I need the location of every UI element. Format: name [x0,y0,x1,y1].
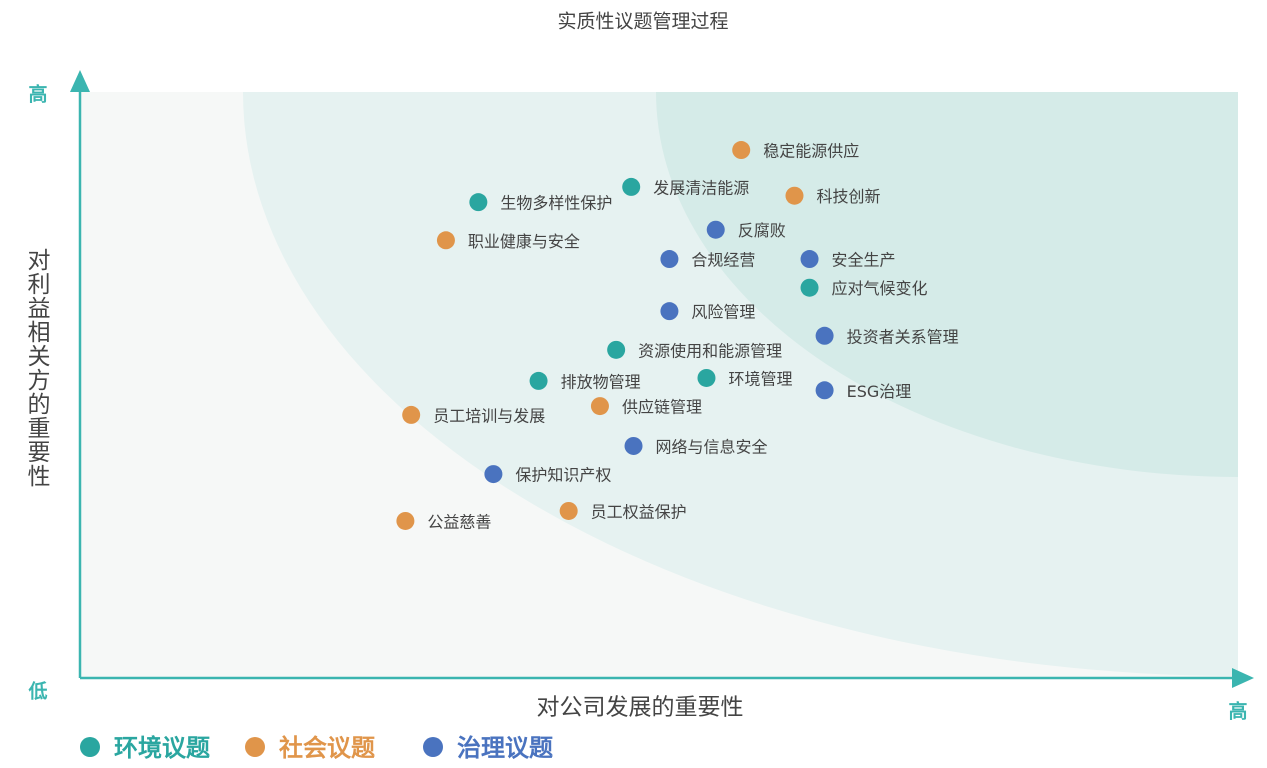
point [484,465,503,484]
legend-label: 社会议题 [279,734,375,762]
point-label: 保护知识产权 [515,466,611,485]
point-label: 员工权益保护 [591,502,687,521]
y-arrow [70,70,90,92]
y-tick-label: 低 [27,680,47,703]
point [402,405,421,424]
legend-label: 环境议题 [114,734,210,762]
point [800,278,819,297]
y-axis-label: 对利益相关方的重要性 [23,248,51,488]
y-tick-label: 高 [28,83,47,106]
point [697,368,716,387]
point [815,381,834,400]
point-label: 员工培训与发展 [433,406,545,425]
x-tick-label: 高 [1228,700,1247,723]
point [436,231,455,250]
point [607,340,626,359]
point [396,511,415,530]
point [732,141,751,160]
point [529,371,548,390]
point-label: 职业健康与安全 [468,232,580,251]
chart-title: 实质性议题管理过程 [557,11,728,33]
point [624,436,643,455]
point-label: 生物多样性保护 [500,194,612,213]
point-label: 稳定能源供应 [763,142,859,161]
point [469,193,488,212]
point [590,397,609,416]
point-label: 网络与信息安全 [656,437,768,456]
point-label: 发展清洁能源 [653,178,749,197]
point-label: 资源使用和能源管理 [638,341,782,360]
point-label: 安全生产 [832,251,896,270]
point-label: 反腐败 [738,221,786,240]
x-arrow [1232,668,1254,688]
point-label: 科技创新 [816,187,880,206]
axes [70,70,1254,688]
legend-label: 治理议题 [457,734,553,762]
legend-marker [80,737,100,757]
legend-marker [423,737,443,757]
point-label: 排放物管理 [561,372,641,391]
point [660,250,679,269]
x-axis-label: 对公司发展的重要性 [537,695,744,721]
point-label: 公益慈善 [427,512,491,531]
point-label: 投资者关系管理 [847,327,959,346]
point-label: 合规经营 [691,251,755,270]
high-zone [656,92,1238,477]
point [785,186,804,205]
point [706,220,725,239]
point [800,250,819,269]
point-label: 环境管理 [728,369,792,388]
point-label: 应对气候变化 [832,279,928,298]
point-label: 供应链管理 [622,398,702,417]
point [622,177,641,196]
point [815,326,834,345]
legend-marker [245,737,265,757]
point-label: ESG治理 [847,382,912,401]
point-label: 风险管理 [691,303,755,322]
point [660,302,679,321]
point [559,501,578,520]
